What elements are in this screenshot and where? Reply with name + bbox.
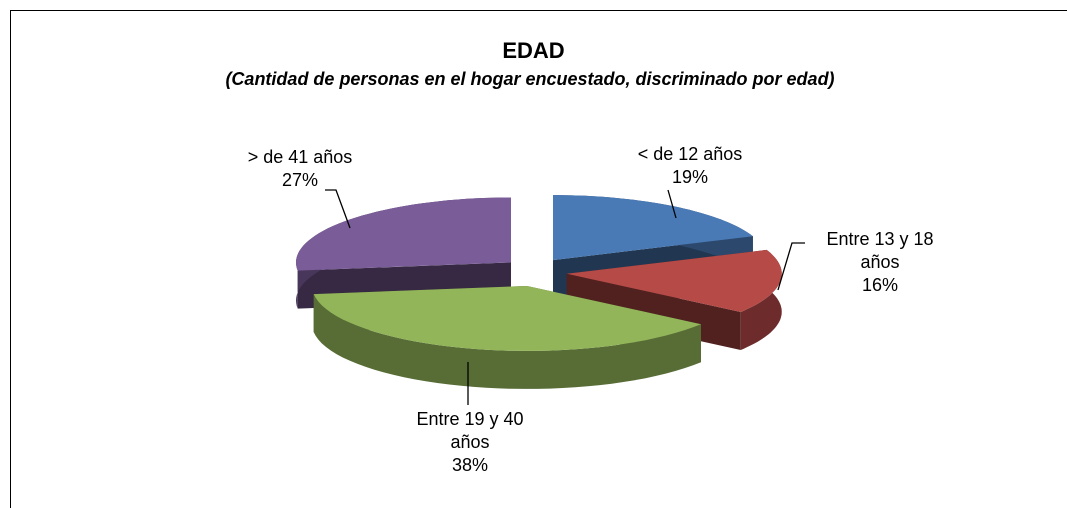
value-label: 38% [451,455,489,475]
chart-subtitle: (Cantidad de personas en el hogar encues… [225,69,835,89]
leader-line [325,189,351,229]
category-label: Entre 13 y 18 años [826,229,934,272]
data-label: Entre 13 y 18 años 16% [805,228,955,297]
leader-lines [325,189,805,405]
value-label: 16% [861,275,899,295]
category-label: Entre 19 y 40 años [416,409,524,452]
data-label: Entre 19 y 40 años 38% [395,408,545,477]
slice [313,285,701,389]
chart-border [10,10,1067,508]
value-label: 27% [281,170,319,190]
value-label: 19% [671,167,709,187]
category-label: > de 41 años [247,147,353,167]
data-label: < de 12 años 19% [600,143,780,189]
slice-top [552,195,753,261]
slice-top [566,249,782,312]
slice-wall [313,294,701,389]
chart-title: EDAD [502,38,565,63]
data-label: > de 41 años 27% [210,146,390,192]
leader-line [777,242,805,291]
slice-top [296,197,511,271]
pie [296,195,782,389]
leader-line [667,189,677,219]
slice-top [313,285,701,351]
category-label: < de 12 años [637,144,743,164]
